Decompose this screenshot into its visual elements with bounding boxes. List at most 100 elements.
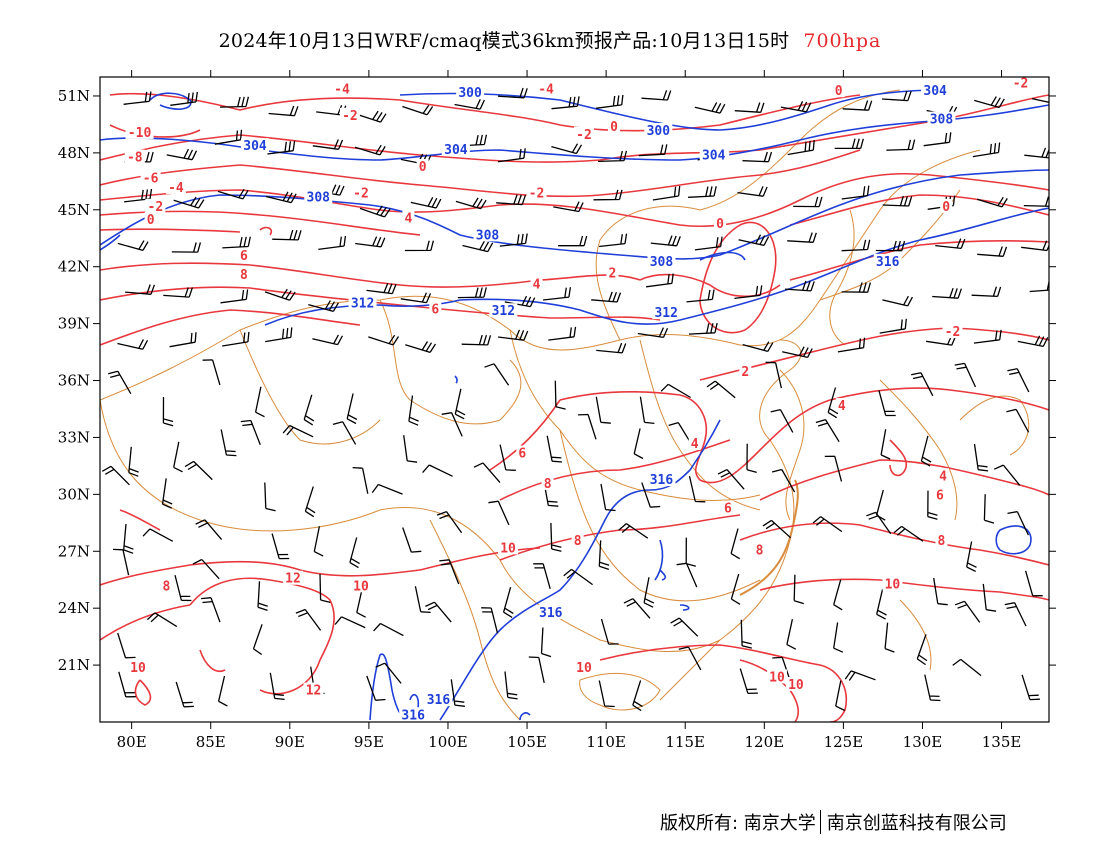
wind-barb [271,533,290,560]
wind-barb [974,96,1005,109]
wind-barb [217,188,249,200]
wind-barb [332,421,357,445]
isotherm-label: 10 [576,661,592,676]
map-title: 2024年10月13日WRF/cmaq模式36km预报产品:10月13日15时 7… [0,26,1100,53]
isotherm-label-bg [606,265,619,280]
wind-barb [786,619,797,650]
isotherm-label: -10 [128,126,152,141]
wind-barb [598,150,628,163]
wind-barb [543,287,572,301]
wind-barb [1024,147,1049,159]
height-contour-lines [100,89,1049,721]
wind-barb [354,144,386,156]
height-label: 312 [654,306,677,321]
isotherm-label-bg [573,659,594,674]
wind-barb [410,197,442,209]
lat-tick-label: 51N [58,87,90,105]
wind-barb [257,581,268,612]
wind-barb [481,607,499,634]
wind-barb [550,522,562,552]
isotherm-label-bg [940,198,953,213]
wind-barb [660,383,691,399]
lat-tick-label: 39N [58,315,90,333]
isotherm-label-bg [303,682,324,697]
wind-barb [739,668,758,695]
lon-tick-label: 85E [196,733,226,751]
wind-barb [734,285,763,300]
lat-tick-label: 33N [58,428,90,446]
height-label: 304 [702,149,726,164]
isotherm-label-bg [739,363,752,378]
wind-barb [932,287,963,299]
isotherm-label-bg [526,185,547,200]
wind-barb [983,494,995,524]
wind-barb [173,196,205,209]
height-label: 304 [243,139,267,154]
wind-barb [355,110,387,123]
wind-barb [833,622,844,653]
isotherm-label: 2 [609,266,617,281]
wind-barb [884,622,895,653]
wind-barb [976,196,1008,208]
height-label-bg [536,604,565,619]
wind-barb [174,574,192,602]
isotherm-label: 0 [716,217,724,232]
wind-barb [639,396,655,425]
wind-barb [118,671,136,698]
isotherm-label: 8 [938,534,946,549]
wind-barb [170,91,198,106]
height-label-bg [699,147,728,162]
wind-barb [920,435,932,467]
wind-barb [454,99,485,110]
wind-barb [782,346,813,359]
wind-barb [217,675,228,707]
isotherm-label: 0 [835,84,843,99]
wind-barb [841,185,870,200]
wind-barb [977,246,1008,257]
wind-barb [740,619,752,649]
wind-barb [599,233,628,248]
wind-barb [842,100,873,111]
wind-barb [405,341,437,354]
wind-barb [762,519,792,539]
height-label-bg [489,303,518,318]
isotherm-label: 6 [518,447,526,462]
height-label-bg [921,83,950,98]
wind-barb [688,322,718,335]
wind-barb [461,334,492,346]
wind-barb [632,680,643,712]
wind-barb [553,201,584,213]
isotherm-label-bg [339,107,360,122]
height-label: 304 [444,143,468,158]
wind-barb [319,573,331,604]
wind-barb [780,101,812,113]
isotherm-label-bg [832,83,845,98]
map-frame [99,76,1050,723]
wind-barb [108,370,132,395]
wind-barb [637,327,669,339]
wind-barb [927,490,938,520]
height-label-bg [647,253,676,268]
wind-barb [546,435,563,463]
wind-barb [1006,408,1030,433]
height-label-bg [473,227,502,242]
wind-barb [879,318,907,334]
isotherm-label-bg [942,324,963,339]
wind-barb [785,280,815,292]
wind-barb [875,240,906,252]
wind-barb [499,444,516,471]
wind-barb [787,232,817,243]
isotherm-label: -2 [529,187,545,202]
pressure-level: 700hpa [803,30,882,52]
wind-barb [1021,674,1040,701]
wind-barb [737,186,768,197]
isotherm-label: 8 [163,579,171,594]
wind-barb [841,282,872,293]
wind-barb [175,681,194,708]
wind-barb [458,134,488,147]
wind-barb [272,229,302,241]
wind-barb [240,419,261,445]
wind-barb [595,94,624,109]
wind-barb [815,418,840,443]
wind-barb [254,386,265,418]
